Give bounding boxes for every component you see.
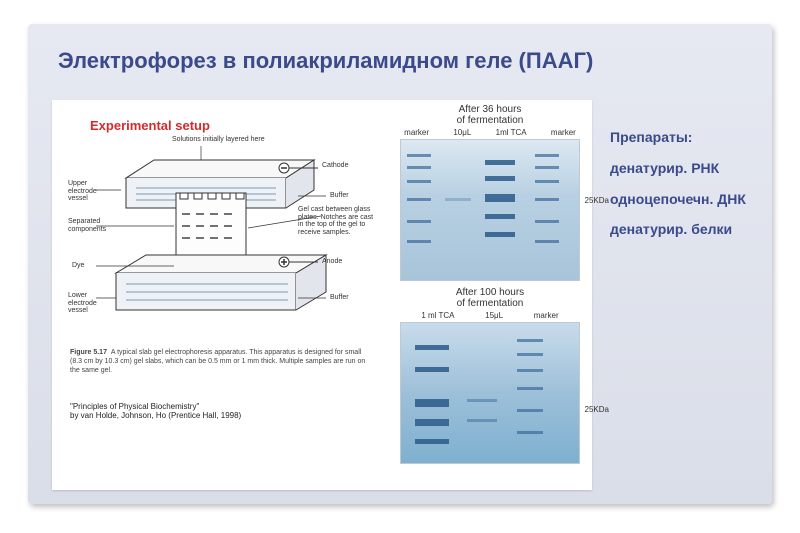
side-line1: Препараты: <box>610 122 746 153</box>
caption-fig-number: Figure 5.17 <box>70 349 107 356</box>
gel1-lane-2: 1ml TCA <box>496 128 527 137</box>
figure-caption: Figure 5.17 A typical slab gel electroph… <box>70 348 370 375</box>
gel2-image: 25KDa <box>400 322 580 464</box>
label-separated: Separated components <box>68 218 106 233</box>
side-notes: Препараты: денатурир. РНК одноцепочечн. … <box>610 122 746 245</box>
slide-title: Электрофорез в полиакриламидном геле (ПА… <box>58 48 593 74</box>
gel2-lane-0: 1 ml TCA <box>421 311 454 320</box>
label-lower-vessel: Lower electrode vessel <box>68 292 97 315</box>
gel1-lane-labels: marker 10μL 1ml TCA marker <box>392 128 588 137</box>
gel2-title2: of fermentation <box>392 298 588 309</box>
gel2-kda: 25KDa <box>585 405 609 414</box>
gel2-lane-1: 15μL <box>485 311 503 320</box>
side-line4: денатурир. белки <box>610 214 746 245</box>
slide-body: Электрофорез в полиакриламидном геле (ПА… <box>28 24 772 504</box>
gel1-lane-3: marker <box>551 128 576 137</box>
gel1-lane-0: marker <box>404 128 429 137</box>
label-dye: Dye <box>72 262 84 270</box>
side-line2: денатурир. РНК <box>610 153 746 184</box>
citation-line2: by van Holde, Johnson, Ho (Prentice Hall… <box>70 411 241 420</box>
gel1-title2: of fermentation <box>392 115 588 126</box>
gel-panel: After 36 hours of fermentation marker 10… <box>392 104 588 484</box>
citation: "Principles of Physical Biochemistry" by… <box>70 402 241 420</box>
label-anode: Anode <box>322 258 342 266</box>
label-gel-cast: Gel cast between glass plates. Notches a… <box>298 206 374 237</box>
gel1-kda: 25KDa <box>585 196 609 205</box>
gel1-lane-1: 10μL <box>453 128 471 137</box>
gel2-lane-labels: 1 ml TCA 15μL marker <box>392 311 588 320</box>
label-buffer-top: Buffer <box>330 192 349 200</box>
gel2-lane-2: marker <box>534 311 559 320</box>
gel2-title1: After 100 hours <box>392 287 588 298</box>
label-cathode: Cathode <box>322 162 348 170</box>
gel1-image: 25KDa <box>400 139 580 281</box>
side-line3: одноцепочечн. ДНК <box>610 184 746 215</box>
label-buffer-bottom: Buffer <box>330 294 349 302</box>
label-upper-vessel: Upper electrode vessel <box>68 180 97 203</box>
page: Электрофорез в полиакриламидном геле (ПА… <box>0 0 800 533</box>
experimental-setup-title: Experimental setup <box>90 118 210 133</box>
gel1-title1: After 36 hours <box>392 104 588 115</box>
citation-line1: "Principles of Physical Biochemistry" <box>70 402 241 411</box>
caption-text: A typical slab gel electrophoresis appar… <box>70 349 365 374</box>
label-solutions: Solutions initially layered here <box>172 136 265 144</box>
figure-panel: Experimental setup <box>52 100 592 490</box>
